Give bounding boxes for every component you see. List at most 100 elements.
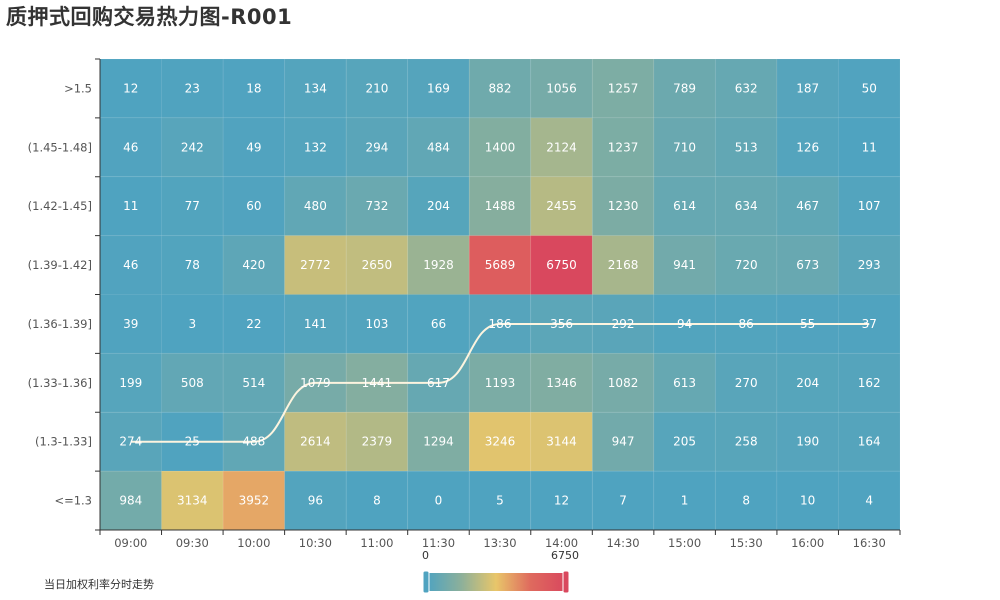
heatmap-cell[interactable] [714, 352, 778, 413]
heatmap-cell[interactable] [837, 176, 901, 237]
heatmap-cell[interactable] [653, 352, 716, 413]
heatmap-cell[interactable] [99, 58, 163, 119]
heatmap-cell[interactable] [407, 117, 470, 178]
cell-value-label: 1400 [485, 140, 516, 154]
heatmap-cell[interactable] [161, 352, 224, 413]
cell-value-label: 2168 [608, 258, 639, 272]
heatmap-cell[interactable] [284, 117, 347, 178]
heatmap-cell[interactable] [530, 58, 593, 119]
heatmap-cell[interactable] [222, 176, 286, 237]
cell-value-label: 634 [735, 199, 758, 213]
heatmap-cell[interactable] [591, 58, 655, 119]
heatmap-cell[interactable] [161, 235, 224, 295]
cell-value-label: 11 [862, 140, 877, 154]
heatmap-cell[interactable] [222, 58, 286, 119]
x-tick-label: 16:00 [791, 536, 824, 550]
heatmap-cell[interactable] [222, 352, 286, 413]
heatmap-cell[interactable] [345, 235, 409, 295]
heatmap-cell[interactable] [99, 117, 163, 178]
cell-value-label: 22 [246, 317, 261, 331]
heatmap-cell[interactable] [530, 411, 593, 472]
heatmap-cell[interactable] [530, 117, 593, 178]
cell-value-label: 8 [742, 494, 750, 508]
cell-value-label: 86 [739, 317, 754, 331]
heatmap-cell[interactable] [776, 470, 839, 531]
cell-value-label: 37 [862, 317, 877, 331]
heatmap-cell[interactable] [530, 470, 593, 531]
heatmap-cell[interactable] [653, 58, 716, 119]
heatmap-cell[interactable] [591, 176, 655, 237]
cell-value-label: 3144 [546, 435, 577, 449]
heatmap-cell[interactable] [653, 470, 716, 531]
heatmap-cell[interactable] [776, 411, 839, 472]
heatmap-cell[interactable] [161, 294, 224, 354]
heatmap-cell[interactable] [222, 294, 286, 354]
heatmap-cell[interactable] [284, 411, 347, 472]
cell-value-label: 18 [246, 81, 261, 95]
heatmap-cell[interactable] [345, 470, 409, 531]
cell-value-label: 6750 [546, 258, 577, 272]
heatmap-cell[interactable] [161, 58, 224, 119]
heatmap-cell[interactable] [837, 411, 901, 472]
heatmap-cell[interactable] [468, 117, 532, 178]
heatmap-cell[interactable] [837, 470, 901, 531]
heatmap-cell[interactable] [284, 294, 347, 354]
visual-map-min-handle[interactable] [422, 570, 430, 594]
heatmap-cell[interactable] [345, 176, 409, 237]
heatmap-cell[interactable] [837, 235, 901, 295]
heatmap-cell[interactable] [468, 235, 532, 295]
heatmap-cell[interactable] [161, 117, 224, 178]
heatmap-cell[interactable] [591, 117, 655, 178]
cell-value-label: 2379 [362, 435, 393, 449]
heatmap-cell[interactable] [776, 58, 839, 119]
heatmap-cell[interactable] [530, 352, 593, 413]
heatmap-cell[interactable] [407, 235, 470, 295]
cell-value-label: 60 [246, 199, 261, 213]
cell-value-label: 258 [735, 435, 758, 449]
heatmap-cell[interactable] [776, 352, 839, 413]
heatmap-cell[interactable] [591, 411, 655, 472]
heatmap-cell[interactable] [468, 411, 532, 472]
cell-value-label: 46 [123, 140, 138, 154]
heatmap-cell[interactable] [284, 235, 347, 295]
heatmap-cell[interactable] [653, 235, 716, 295]
heatmap-cell[interactable] [99, 235, 163, 295]
heatmap-cell[interactable] [653, 176, 716, 237]
heatmap-cell[interactable] [837, 58, 901, 119]
heatmap-cell[interactable] [653, 411, 716, 472]
x-tick-label: 16:30 [853, 536, 886, 550]
heatmap-cell[interactable] [714, 411, 778, 472]
heatmap-cell[interactable] [99, 176, 163, 237]
visual-map[interactable] [422, 570, 570, 594]
trend-legend-label[interactable]: 当日加权利率分时走势 [44, 578, 154, 591]
heatmap-cell[interactable] [714, 235, 778, 295]
heatmap-cell[interactable] [591, 235, 655, 295]
heatmap-cell[interactable] [776, 117, 839, 178]
heatmap-cell[interactable] [714, 117, 778, 178]
heatmap-cell[interactable] [222, 117, 286, 178]
heatmap-cell[interactable] [530, 235, 593, 295]
y-tick-label: (1.42-1.45] [28, 199, 92, 213]
heatmap-cell[interactable] [591, 470, 655, 531]
cell-value-label: 1056 [546, 81, 577, 95]
y-tick-label: (1.39-1.42] [28, 258, 92, 272]
heatmap-cell[interactable] [284, 176, 347, 237]
heatmap-cell[interactable] [653, 117, 716, 178]
heatmap-cell[interactable] [776, 176, 839, 237]
cell-value-label: 2772 [300, 258, 331, 272]
cell-value-label: 484 [427, 140, 450, 154]
heatmap-cell[interactable] [407, 294, 470, 354]
cell-value-label: 204 [427, 199, 450, 213]
cell-value-label: 78 [185, 258, 200, 272]
heatmap-cell[interactable] [161, 470, 224, 531]
visual-map-max-handle[interactable] [562, 570, 570, 594]
heatmap-cell[interactable] [468, 470, 532, 531]
heatmap-cell[interactable] [837, 352, 901, 413]
heatmap-cell[interactable] [468, 352, 532, 413]
heatmap-cell[interactable] [222, 470, 286, 531]
heatmap-cell[interactable] [776, 235, 839, 295]
heatmap-cell[interactable] [345, 117, 409, 178]
heatmap-cell[interactable] [99, 470, 163, 531]
heatmap-cell[interactable] [345, 411, 409, 472]
heatmap-cell[interactable] [837, 117, 901, 178]
